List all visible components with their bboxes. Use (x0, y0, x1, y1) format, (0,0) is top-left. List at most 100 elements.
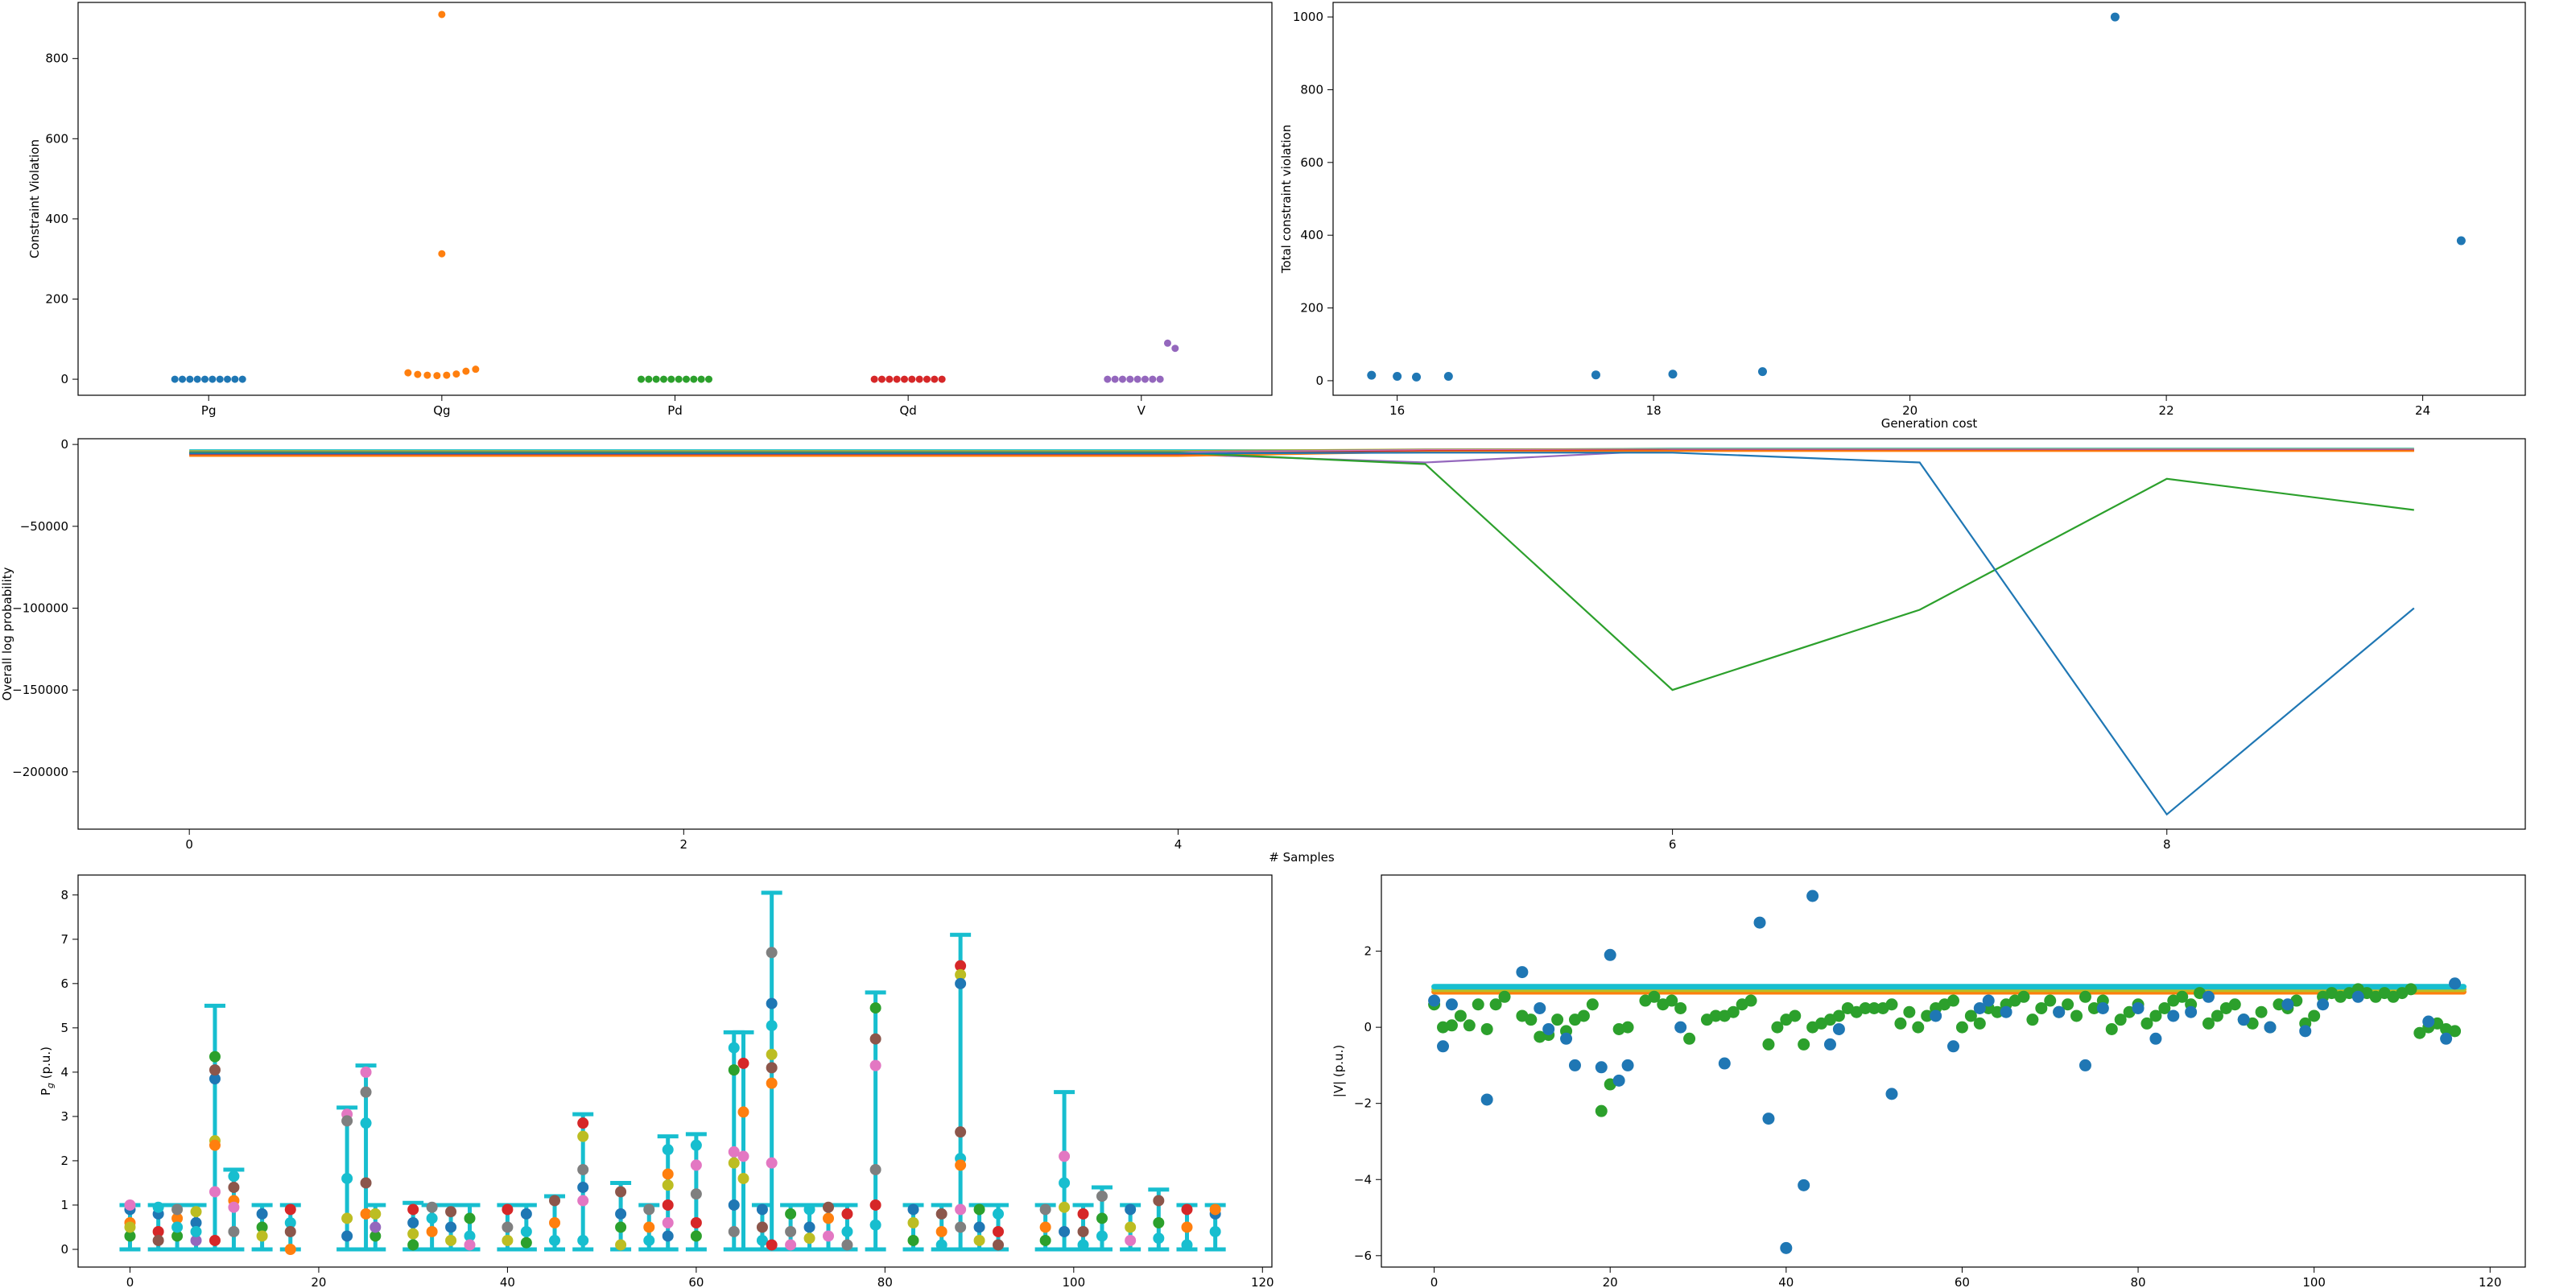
data-point (1443, 372, 1453, 382)
data-point (823, 1230, 835, 1242)
data-point (1171, 345, 1179, 353)
data-point (870, 375, 878, 383)
data-point (228, 1170, 240, 1183)
data-point (208, 1064, 221, 1076)
data-point (638, 375, 645, 383)
data-point (407, 1216, 419, 1228)
data-point (369, 1230, 382, 1242)
data-point (577, 1117, 589, 1129)
data-point (2079, 1059, 2091, 1071)
data-point (1753, 916, 1766, 929)
data-point (993, 1208, 1005, 1220)
data-point (1059, 1150, 1071, 1162)
y-tick-label: 1 (60, 1198, 68, 1212)
x-tick-label: Pd (667, 403, 683, 418)
data-point (577, 1181, 589, 1193)
data-point (785, 1225, 797, 1237)
y-tick-label: 800 (45, 52, 68, 66)
y-tick-label: 0 (1364, 1020, 1372, 1034)
data-point (955, 1159, 967, 1171)
x-tick-label: 16 (1389, 403, 1405, 418)
data-point (228, 1201, 240, 1213)
data-point (1832, 1009, 1845, 1022)
data-point (1096, 1230, 1108, 1242)
data-point (124, 1221, 136, 1233)
x-tick-label: 20 (1603, 1275, 1618, 1288)
data-point (1393, 372, 1402, 382)
data-point (2413, 1026, 2426, 1039)
data-point (766, 1077, 778, 1089)
data-point (216, 375, 224, 383)
data-point (1973, 1001, 1986, 1014)
x-tick-label: 60 (688, 1275, 704, 1288)
x-axis-label: # Samples (1269, 850, 1335, 865)
data-point (426, 1225, 438, 1237)
data-point (1133, 375, 1141, 383)
y-axis-label: Overall log probability (0, 567, 14, 700)
x-tick-label: 20 (311, 1275, 326, 1288)
data-point (224, 375, 232, 383)
data-point (1125, 1203, 1137, 1216)
data-point (2281, 998, 2294, 1011)
data-point (1903, 1005, 1916, 1018)
data-point (690, 1230, 702, 1242)
data-point (869, 1219, 881, 1231)
data-point (766, 1239, 778, 1251)
data-point (2114, 1013, 2127, 1026)
data-point (520, 1225, 532, 1237)
data-point (615, 1239, 627, 1251)
data-point (1525, 1013, 1538, 1026)
data-point (1595, 1061, 1608, 1074)
data-point (955, 1221, 967, 1233)
data-point (414, 370, 422, 378)
data-point (1757, 367, 1767, 377)
data-point (973, 1203, 985, 1216)
data-point (973, 1221, 985, 1233)
data-point (2026, 1013, 2039, 1026)
y-tick-label: 6 (60, 976, 68, 991)
data-point (675, 375, 683, 383)
y-tick-label: 1000 (1293, 10, 1323, 24)
data-point (645, 375, 653, 383)
data-point (1947, 994, 1959, 1007)
data-point (841, 1208, 853, 1220)
data-point (915, 375, 923, 383)
y-tick-label: 400 (45, 212, 68, 226)
data-point (1674, 1021, 1687, 1034)
data-point (152, 1234, 164, 1246)
data-point (2299, 1025, 2312, 1038)
data-point (1181, 1203, 1193, 1216)
data-point (426, 1212, 438, 1224)
data-point (1947, 1040, 1959, 1053)
x-tick-label: 0 (126, 1275, 134, 1288)
data-point (360, 1208, 372, 1220)
data-point (502, 1203, 514, 1216)
data-point (955, 968, 967, 980)
x-tick-label: 8 (2163, 837, 2171, 852)
data-point (1153, 1195, 1165, 1207)
data-point (1568, 1059, 1581, 1071)
data-point (2255, 1005, 2268, 1018)
data-point (502, 1234, 514, 1246)
data-point (869, 1033, 881, 1045)
y-tick-label: 0 (1315, 374, 1323, 388)
data-point (615, 1208, 627, 1220)
data-point (756, 1203, 768, 1216)
data-point (1472, 998, 1484, 1011)
data-point (923, 375, 931, 383)
data-point (256, 1230, 268, 1242)
data-point (660, 375, 667, 383)
data-point (1445, 1019, 1458, 1032)
data-point (2070, 1009, 2083, 1022)
x-tick-label: 22 (2159, 403, 2174, 418)
data-point (502, 1221, 514, 1233)
data-point (171, 1230, 184, 1242)
data-point (1718, 1057, 1731, 1070)
data-point (2062, 998, 2074, 1011)
x-axis-label: Generation cost (1881, 416, 1978, 431)
data-point (549, 1234, 561, 1246)
data-point (823, 1212, 835, 1224)
data-point (179, 375, 187, 383)
data-point (443, 371, 451, 379)
data-point (662, 1230, 674, 1242)
